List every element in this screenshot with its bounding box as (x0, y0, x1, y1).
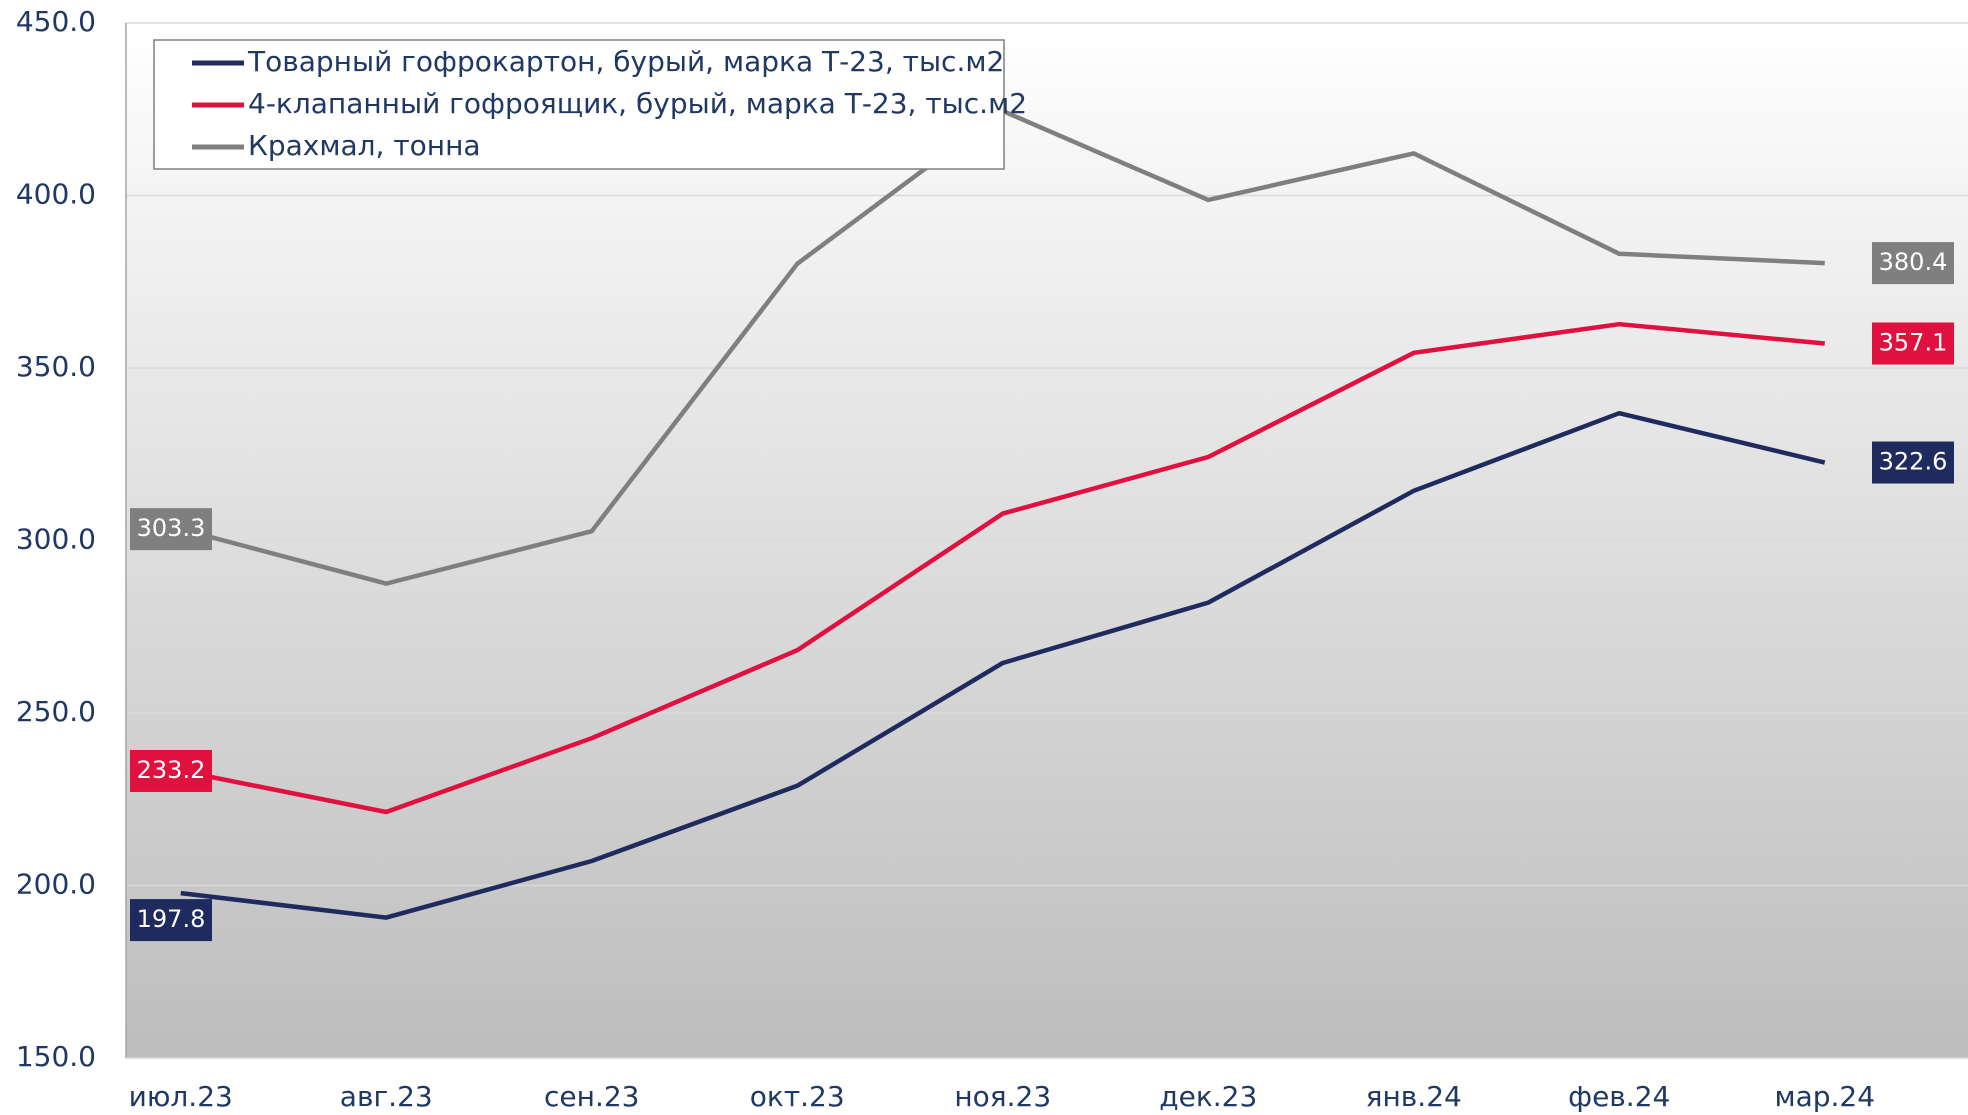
x-tick-label: мар.24 (1774, 1080, 1875, 1113)
x-tick-label: сен.23 (544, 1080, 639, 1113)
x-tick-label: фев.24 (1568, 1080, 1670, 1113)
x-tick-label: окт.23 (750, 1080, 845, 1113)
data-label: 380.4 (1879, 248, 1948, 276)
y-tick-label: 250.0 (16, 695, 96, 728)
legend-label: Крахмал, тонна (248, 129, 481, 162)
y-tick-label: 300.0 (16, 523, 96, 556)
y-tick-label: 400.0 (16, 178, 96, 211)
x-tick-label: июл.23 (129, 1080, 233, 1113)
data-label-box (1872, 242, 1954, 285)
x-tick-label: ноя.23 (954, 1080, 1051, 1113)
y-tick-label: 450.0 (16, 5, 96, 38)
x-tick-label: авг.23 (340, 1080, 433, 1113)
legend-label: 4-клапанный гофроящик, бурый, марка Т-23… (248, 87, 1027, 120)
data-label: 357.1 (1879, 329, 1948, 357)
series-line (180, 410, 1826, 920)
data-label-box (130, 508, 212, 551)
series-line (180, 321, 1825, 815)
legend-label: Товарный гофрокартон, бурый, марка Т-23,… (247, 45, 1004, 78)
data-label-box (130, 749, 212, 792)
data-label: 197.8 (137, 905, 206, 933)
data-label: 303.3 (137, 514, 206, 542)
legend-box (153, 39, 1005, 170)
y-tick-label: 350.0 (16, 350, 96, 383)
x-tick-label: янв.24 (1366, 1080, 1462, 1113)
data-label: 233.2 (137, 756, 206, 784)
data-label-box (130, 899, 212, 942)
y-tick-label: 150.0 (16, 1040, 96, 1073)
data-label: 322.6 (1879, 448, 1948, 476)
y-tick-label: 200.0 (16, 868, 96, 901)
data-label-box (1872, 441, 1954, 484)
x-tick-label: дек.23 (1159, 1080, 1257, 1113)
data-label-box (1872, 322, 1954, 365)
